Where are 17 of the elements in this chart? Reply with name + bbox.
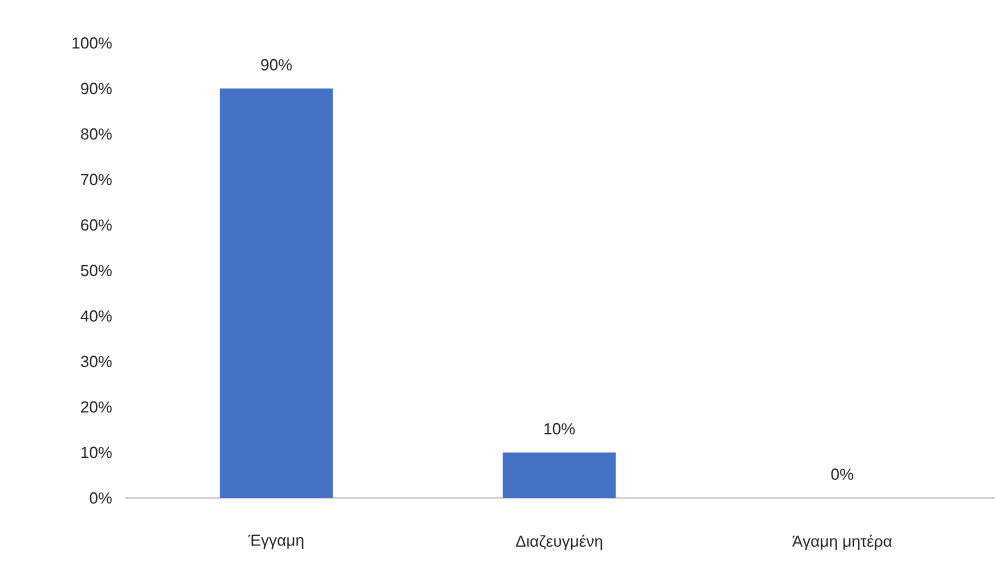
y-tick-label: 80%	[80, 128, 112, 140]
x-tick-label: Διαζευγμένη	[515, 534, 603, 551]
y-tick-label: 0%	[89, 492, 112, 504]
y-tick-label: 70%	[81, 173, 112, 186]
y-tick-label: 40%	[80, 310, 112, 322]
y-tick-label: 100%	[72, 37, 112, 49]
y-tick-label: 50%	[80, 264, 112, 277]
data-label: 90%	[261, 59, 292, 71]
data-label: 0%	[831, 468, 854, 480]
y-tick-label: 60%	[81, 219, 112, 231]
x-tick-label: Έγγαμη	[248, 534, 304, 550]
y-tick-label: 10%	[81, 446, 112, 459]
y-tick-label: 30%	[80, 355, 112, 368]
data-label: 10%	[544, 423, 575, 435]
y-tick-label: 90%	[81, 82, 112, 95]
x-tick-label: Άγαμη μητέρα	[792, 534, 892, 551]
y-tick-label: 20%	[81, 401, 112, 413]
